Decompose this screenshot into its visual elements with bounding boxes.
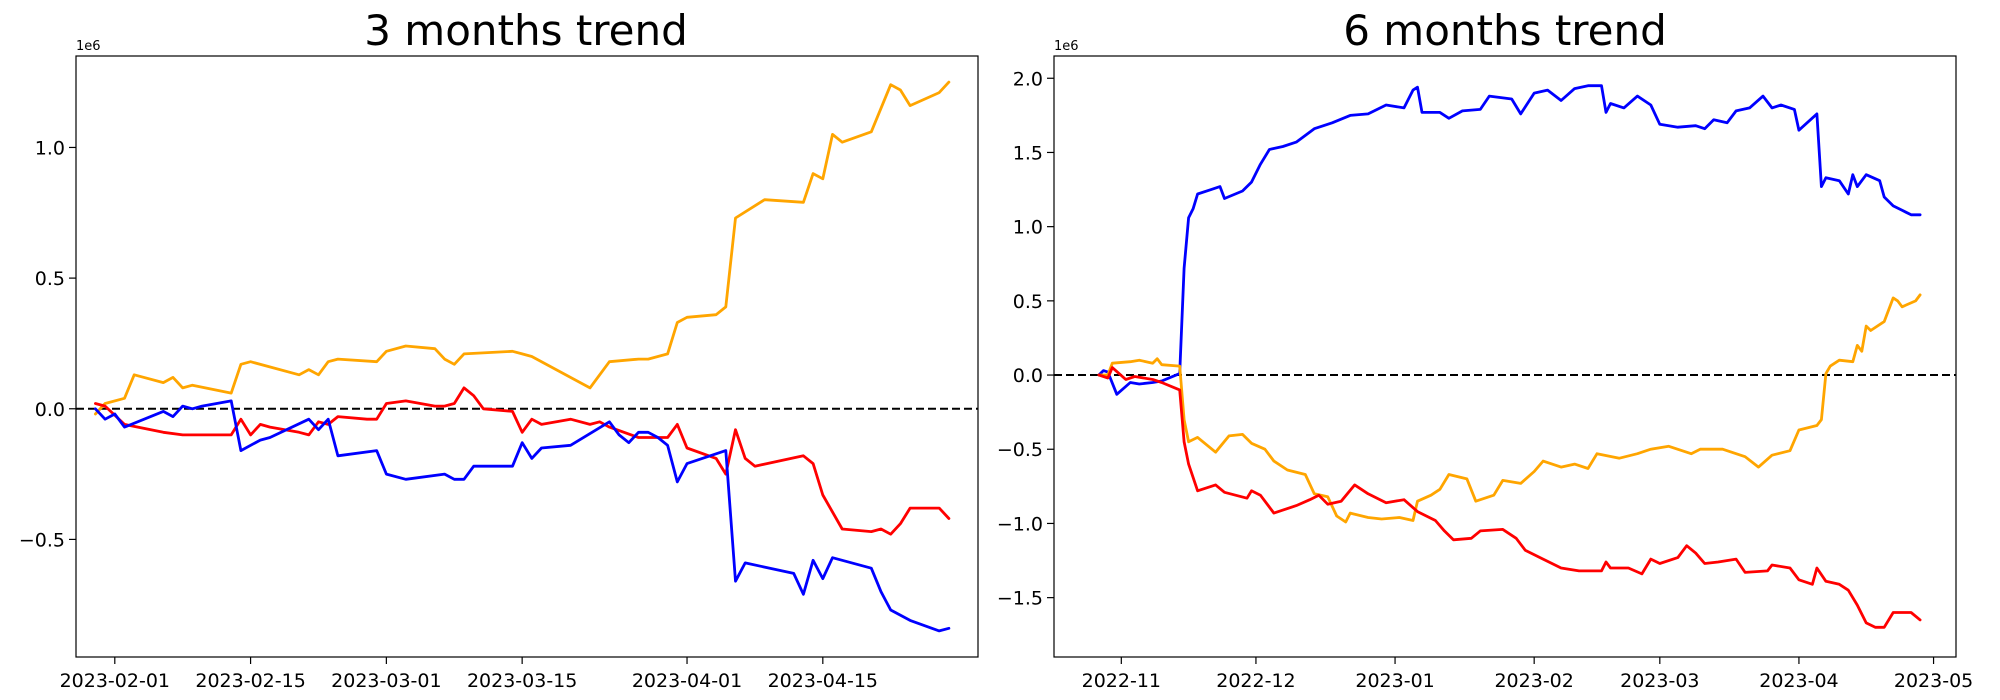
y-tick-label: −1.0 bbox=[997, 513, 1043, 535]
x-tick-label: 2023-03-01 bbox=[331, 670, 441, 692]
x-tick-label: 2023-04-15 bbox=[768, 670, 878, 692]
y-tick-label: 1.0 bbox=[35, 137, 65, 159]
x-tick-label: 2023-05 bbox=[1894, 670, 1973, 692]
y-offset-label: 1e6 bbox=[76, 39, 101, 54]
chart-6-months: 6 months trend 1e6 2022-11 2022-12 2023-01… bbox=[997, 6, 1973, 692]
series-line-0 bbox=[94, 80, 951, 416]
plot-area: 2022-11 2022-12 2023-01 2023-02 2023-03 2023-… bbox=[997, 55, 1973, 692]
y-tick-label: −0.5 bbox=[997, 439, 1043, 461]
x-tick-label: 2023-04-01 bbox=[632, 670, 742, 692]
x-tick-label: 2023-04 bbox=[1759, 670, 1838, 692]
series-line-2 bbox=[1097, 366, 1922, 629]
series-line-1 bbox=[1097, 293, 1922, 524]
series-line-1 bbox=[94, 386, 951, 536]
x-tick-label: 2023-01 bbox=[1355, 670, 1434, 692]
y-tick-label: 1.0 bbox=[1013, 217, 1043, 239]
chart-title: 6 months trend bbox=[1343, 6, 1667, 55]
x-tick-label: 2022-12 bbox=[1216, 670, 1295, 692]
y-tick-label: 1.5 bbox=[1013, 142, 1043, 164]
chart-3-months: 3 months trend 1e6 2023-02-01 2023-02-15 2… bbox=[19, 6, 979, 692]
plot-frame bbox=[1053, 55, 1957, 658]
x-tick-label: 2023-02-15 bbox=[195, 670, 305, 692]
y-tick-label: −1.5 bbox=[997, 588, 1043, 610]
plot-area: 2023-02-01 2023-02-15 2023-03-01 2023-03-15… bbox=[19, 55, 979, 692]
y-tick-label: 0.5 bbox=[35, 268, 65, 290]
x-tick-label: 2023-03-15 bbox=[467, 670, 577, 692]
y-tick-label: 0.0 bbox=[1013, 365, 1043, 387]
y-tick-label: −0.5 bbox=[19, 529, 65, 551]
chart-title: 3 months trend bbox=[364, 6, 688, 55]
series-line-2 bbox=[94, 399, 951, 633]
series-line-0 bbox=[1097, 84, 1922, 396]
x-tick-label: 2023-03 bbox=[1620, 670, 1699, 692]
x-tick-label: 2023-02 bbox=[1494, 670, 1573, 692]
y-offset-label: 1e6 bbox=[1054, 39, 1079, 54]
x-tick-label: 2023-02-01 bbox=[60, 670, 170, 692]
y-tick-label: 0.5 bbox=[1013, 291, 1043, 313]
y-tick-label: 2.0 bbox=[1013, 68, 1043, 90]
plot-frame bbox=[75, 55, 979, 658]
y-tick-label: 0.0 bbox=[35, 399, 65, 421]
x-tick-label: 2022-11 bbox=[1082, 670, 1161, 692]
